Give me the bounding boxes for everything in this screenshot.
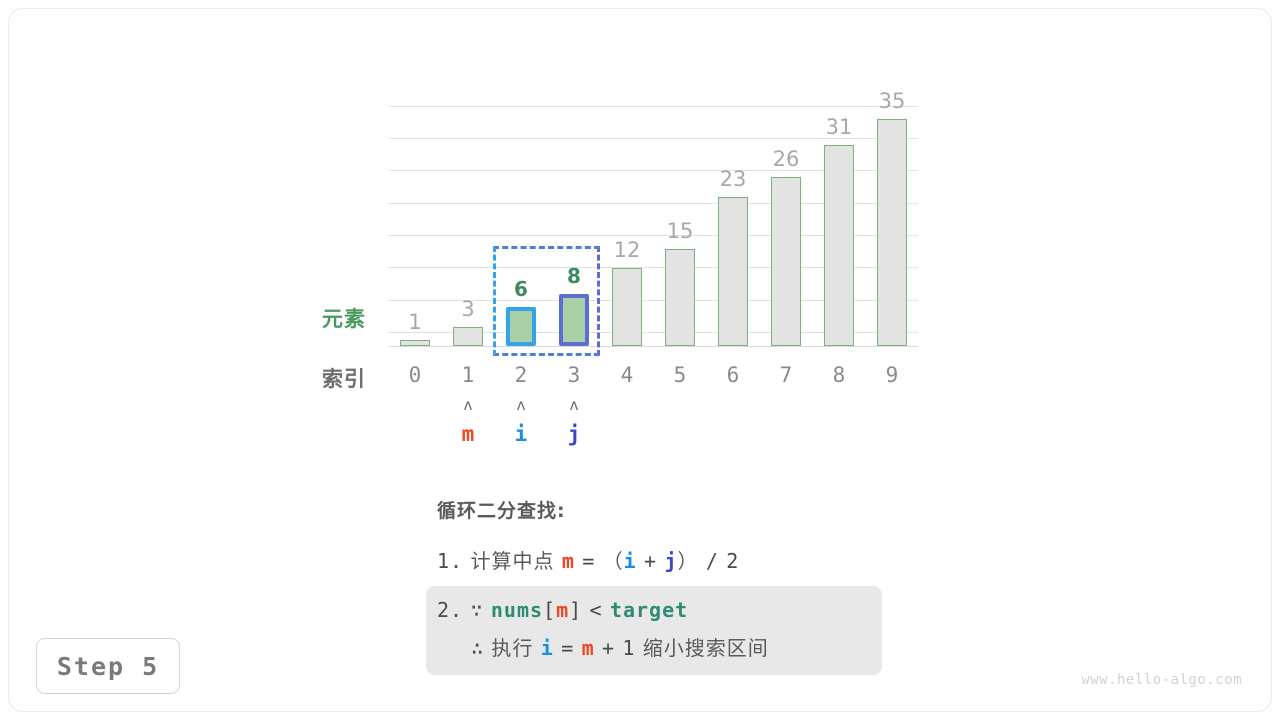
- bar-7: [771, 177, 801, 346]
- bar-value-9: 35: [878, 89, 906, 113]
- step2-line-1: 2. ∵ nums[m] < target: [437, 598, 882, 622]
- step2-tail: 缩小搜索区间: [642, 636, 769, 660]
- caret-icon-i: ʌ: [516, 396, 526, 414]
- bar-3: [559, 294, 589, 346]
- index-label-0: 0: [408, 363, 422, 387]
- step2-var-m2: m: [581, 636, 595, 660]
- pointer-label-j: j: [567, 422, 581, 446]
- index-label-6: 6: [726, 363, 740, 387]
- bar-value-7: 26: [772, 147, 800, 171]
- bar-0: [400, 340, 430, 346]
- step2-eq: =: [561, 636, 575, 660]
- bar-2: [506, 307, 536, 346]
- step2-one: 1: [622, 636, 636, 660]
- watermark: www.hello-algo.com: [1081, 672, 1242, 688]
- index-label-5: 5: [673, 363, 687, 387]
- bar-value-8: 31: [825, 115, 853, 139]
- step2-target: target: [609, 598, 689, 622]
- step1-var-m: m: [561, 549, 575, 573]
- row-label-index: 索引: [322, 367, 366, 391]
- bar-value-2: 6: [514, 277, 528, 301]
- row-label-elements: 元素: [322, 307, 366, 331]
- step1-number: 1.: [437, 549, 464, 573]
- description-block: 循环二分查找: 1. 计算中点 m = （i + j） / 2 2. ∵ num…: [426, 496, 907, 675]
- pointer-label-m: m: [461, 422, 475, 446]
- description-step-1: 1. 计算中点 m = （i + j） / 2: [437, 545, 907, 574]
- gridline: [389, 203, 918, 204]
- gridline: [389, 300, 918, 301]
- index-label-9: 9: [885, 363, 899, 387]
- step2-plus: +: [601, 636, 616, 660]
- bar-value-6: 23: [719, 167, 747, 191]
- step1-var-j: j: [664, 549, 678, 573]
- step2-var-m: m: [556, 598, 570, 622]
- gridline: [389, 138, 918, 139]
- step1-eq: =: [582, 549, 596, 573]
- gridline: [389, 170, 918, 171]
- bar-8: [824, 145, 854, 346]
- step2-bracket-close: ]: [569, 598, 583, 622]
- description-title: 循环二分查找:: [437, 500, 566, 522]
- index-label-4: 4: [620, 363, 634, 387]
- bar-value-1: 3: [461, 297, 475, 321]
- bar-4: [612, 268, 642, 346]
- description-step-2: 2. ∵ nums[m] < target ∴ 执行 i = m + 1 缩小搜…: [426, 586, 882, 675]
- step1-plus: +: [644, 549, 658, 573]
- bar-value-3: 8: [567, 264, 581, 288]
- chart-baseline: [389, 346, 918, 347]
- index-label-2: 2: [514, 363, 528, 387]
- step1-paren-open: （: [602, 549, 624, 573]
- step2-var-i: i: [540, 636, 554, 660]
- index-label-7: 7: [779, 363, 793, 387]
- bar-value-0: 1: [408, 310, 422, 334]
- index-label-8: 8: [832, 363, 846, 387]
- step2-nums: nums: [490, 598, 544, 622]
- therefore-icon: ∴: [471, 636, 485, 660]
- step2-number: 2.: [437, 598, 464, 622]
- bar-6: [718, 197, 748, 346]
- bar-5: [665, 249, 695, 346]
- step1-two: 2: [726, 549, 740, 573]
- step1-div: /: [705, 549, 719, 573]
- gridline: [389, 332, 918, 333]
- step2-line-2: ∴ 执行 i = m + 1 缩小搜索区间: [437, 632, 882, 661]
- index-label-1: 1: [461, 363, 475, 387]
- search-interval-box: [493, 246, 600, 356]
- bar-1: [453, 327, 483, 346]
- pointer-label-i: i: [514, 422, 528, 446]
- gridline: [389, 106, 918, 107]
- bar-chart: 1 3 6 8 12 15 23 26 31 35: [389, 89, 918, 347]
- gridline: [389, 235, 918, 236]
- step1-text: 计算中点: [470, 549, 555, 573]
- index-label-3: 3: [567, 363, 581, 387]
- step2-lt: <: [589, 598, 603, 622]
- step2-bracket-open: [: [543, 598, 557, 622]
- gridline: [389, 267, 918, 268]
- caret-icon-m: ʌ: [463, 396, 473, 414]
- step1-var-i: i: [623, 549, 637, 573]
- because-icon: ∵: [470, 598, 484, 622]
- step2-exec: 执行: [491, 636, 534, 660]
- bar-value-4: 12: [613, 238, 641, 262]
- caret-icon-j: ʌ: [569, 396, 579, 414]
- step-badge: Step 5: [36, 638, 180, 694]
- bar-9: [877, 119, 907, 346]
- bar-value-5: 15: [666, 219, 694, 243]
- step1-paren-close: ）: [677, 549, 699, 573]
